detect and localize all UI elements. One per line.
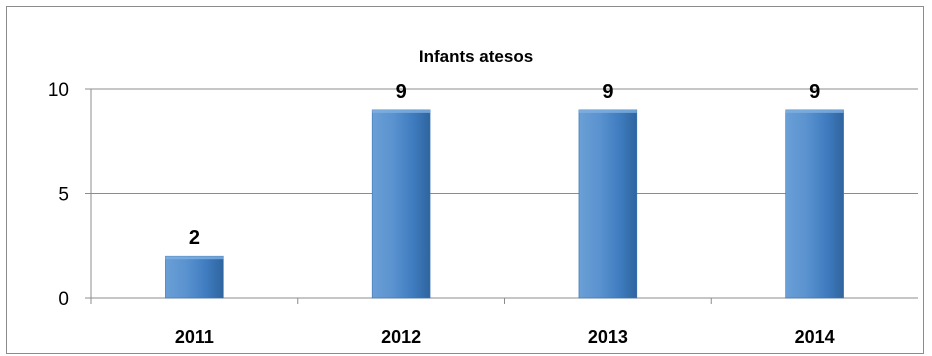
- bar-highlight-2011: [165, 256, 224, 260]
- label-layer: 0 5 10 2011 2 2012 9 2013 9 2014 9: [48, 80, 835, 347]
- bar-2012: [371, 109, 431, 299]
- grid-layer: [85, 88, 918, 304]
- data-label-2013: 9: [602, 81, 613, 103]
- x-tick-label-2011: 2011: [175, 327, 214, 347]
- y-tick-label: 5: [58, 185, 69, 206]
- data-label-2014: 9: [809, 81, 820, 103]
- y-tick-label: 0: [58, 289, 69, 310]
- chart-frame: [6, 6, 924, 354]
- x-tick-label-2012: 2012: [381, 327, 421, 347]
- x-tick-label-2013: 2013: [588, 327, 628, 347]
- chart-title: Infants atesos: [419, 47, 533, 66]
- x-tick-label-2014: 2014: [795, 327, 835, 347]
- bar-highlight-2014: [785, 109, 844, 113]
- data-label-2012: 9: [396, 81, 407, 103]
- y-tick-label: 10: [48, 80, 69, 101]
- bar-2013: [578, 109, 638, 299]
- bar-layer: [165, 109, 844, 299]
- data-label-2011: 2: [189, 227, 200, 249]
- bar-2011: [165, 255, 224, 299]
- bar-highlight-2013: [578, 109, 637, 113]
- bar-highlight-2012: [372, 109, 431, 113]
- bar-2014: [785, 109, 844, 299]
